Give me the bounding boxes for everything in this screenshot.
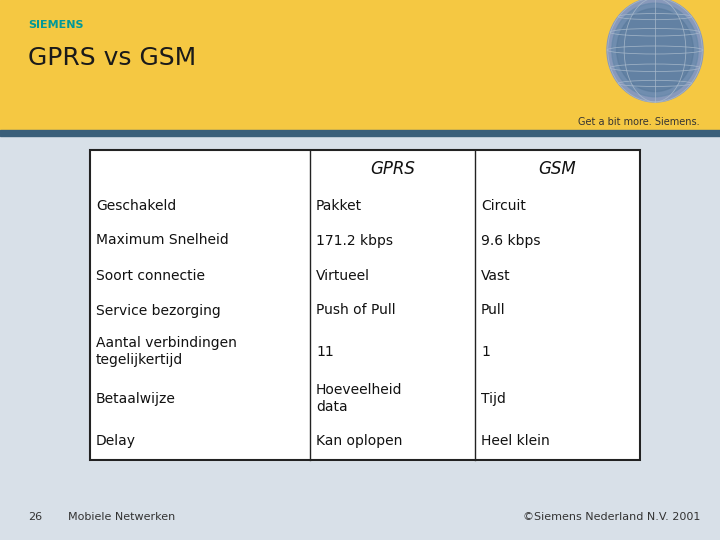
- Text: Betaalwijze: Betaalwijze: [96, 392, 176, 406]
- Bar: [90, 293, 640, 328]
- Text: Pull: Pull: [481, 303, 505, 318]
- Text: GSM: GSM: [539, 160, 577, 178]
- Text: 171.2 kbps: 171.2 kbps: [316, 233, 393, 247]
- Bar: [90, 150, 640, 460]
- Bar: [90, 150, 640, 188]
- Text: Soort connectie: Soort connectie: [96, 268, 205, 282]
- Ellipse shape: [616, 9, 693, 92]
- Text: 11: 11: [316, 345, 334, 359]
- Text: Circuit: Circuit: [481, 199, 526, 213]
- Text: Tijd: Tijd: [481, 392, 506, 406]
- Text: Heel klein: Heel klein: [481, 434, 550, 448]
- Bar: [0, 0, 720, 130]
- Text: Maximum Snelheid: Maximum Snelheid: [96, 233, 229, 247]
- Text: Get a bit more. Siemens.: Get a bit more. Siemens.: [578, 117, 700, 127]
- Text: GPRS: GPRS: [370, 160, 415, 178]
- Bar: [90, 328, 640, 375]
- Bar: [90, 375, 640, 422]
- Text: 9.6 kbps: 9.6 kbps: [481, 233, 541, 247]
- Text: 1: 1: [481, 345, 490, 359]
- Bar: [90, 188, 640, 223]
- Bar: [90, 422, 640, 460]
- Text: GPRS vs GSM: GPRS vs GSM: [28, 46, 197, 70]
- Text: Hoeveelheid
data: Hoeveelheid data: [316, 383, 402, 414]
- Bar: [90, 258, 640, 293]
- Text: Geschakeld: Geschakeld: [96, 199, 176, 213]
- Text: Pakket: Pakket: [316, 199, 362, 213]
- Bar: [0, 130, 720, 136]
- Text: Vast: Vast: [481, 268, 510, 282]
- Text: Kan oplopen: Kan oplopen: [316, 434, 402, 448]
- Text: Aantal verbindingen
tegelijkertijd: Aantal verbindingen tegelijkertijd: [96, 336, 237, 367]
- Text: Push of Pull: Push of Pull: [316, 303, 395, 318]
- Ellipse shape: [607, 0, 703, 102]
- Text: ©Siemens Nederland N.V. 2001: ©Siemens Nederland N.V. 2001: [523, 512, 700, 522]
- Bar: [90, 223, 640, 258]
- Text: 26: 26: [28, 512, 42, 522]
- Text: Virtueel: Virtueel: [316, 268, 370, 282]
- Text: Delay: Delay: [96, 434, 136, 448]
- Text: SIEMENS: SIEMENS: [28, 20, 84, 30]
- Ellipse shape: [612, 3, 698, 97]
- Text: Mobiele Netwerken: Mobiele Netwerken: [68, 512, 175, 522]
- Text: Service bezorging: Service bezorging: [96, 303, 221, 318]
